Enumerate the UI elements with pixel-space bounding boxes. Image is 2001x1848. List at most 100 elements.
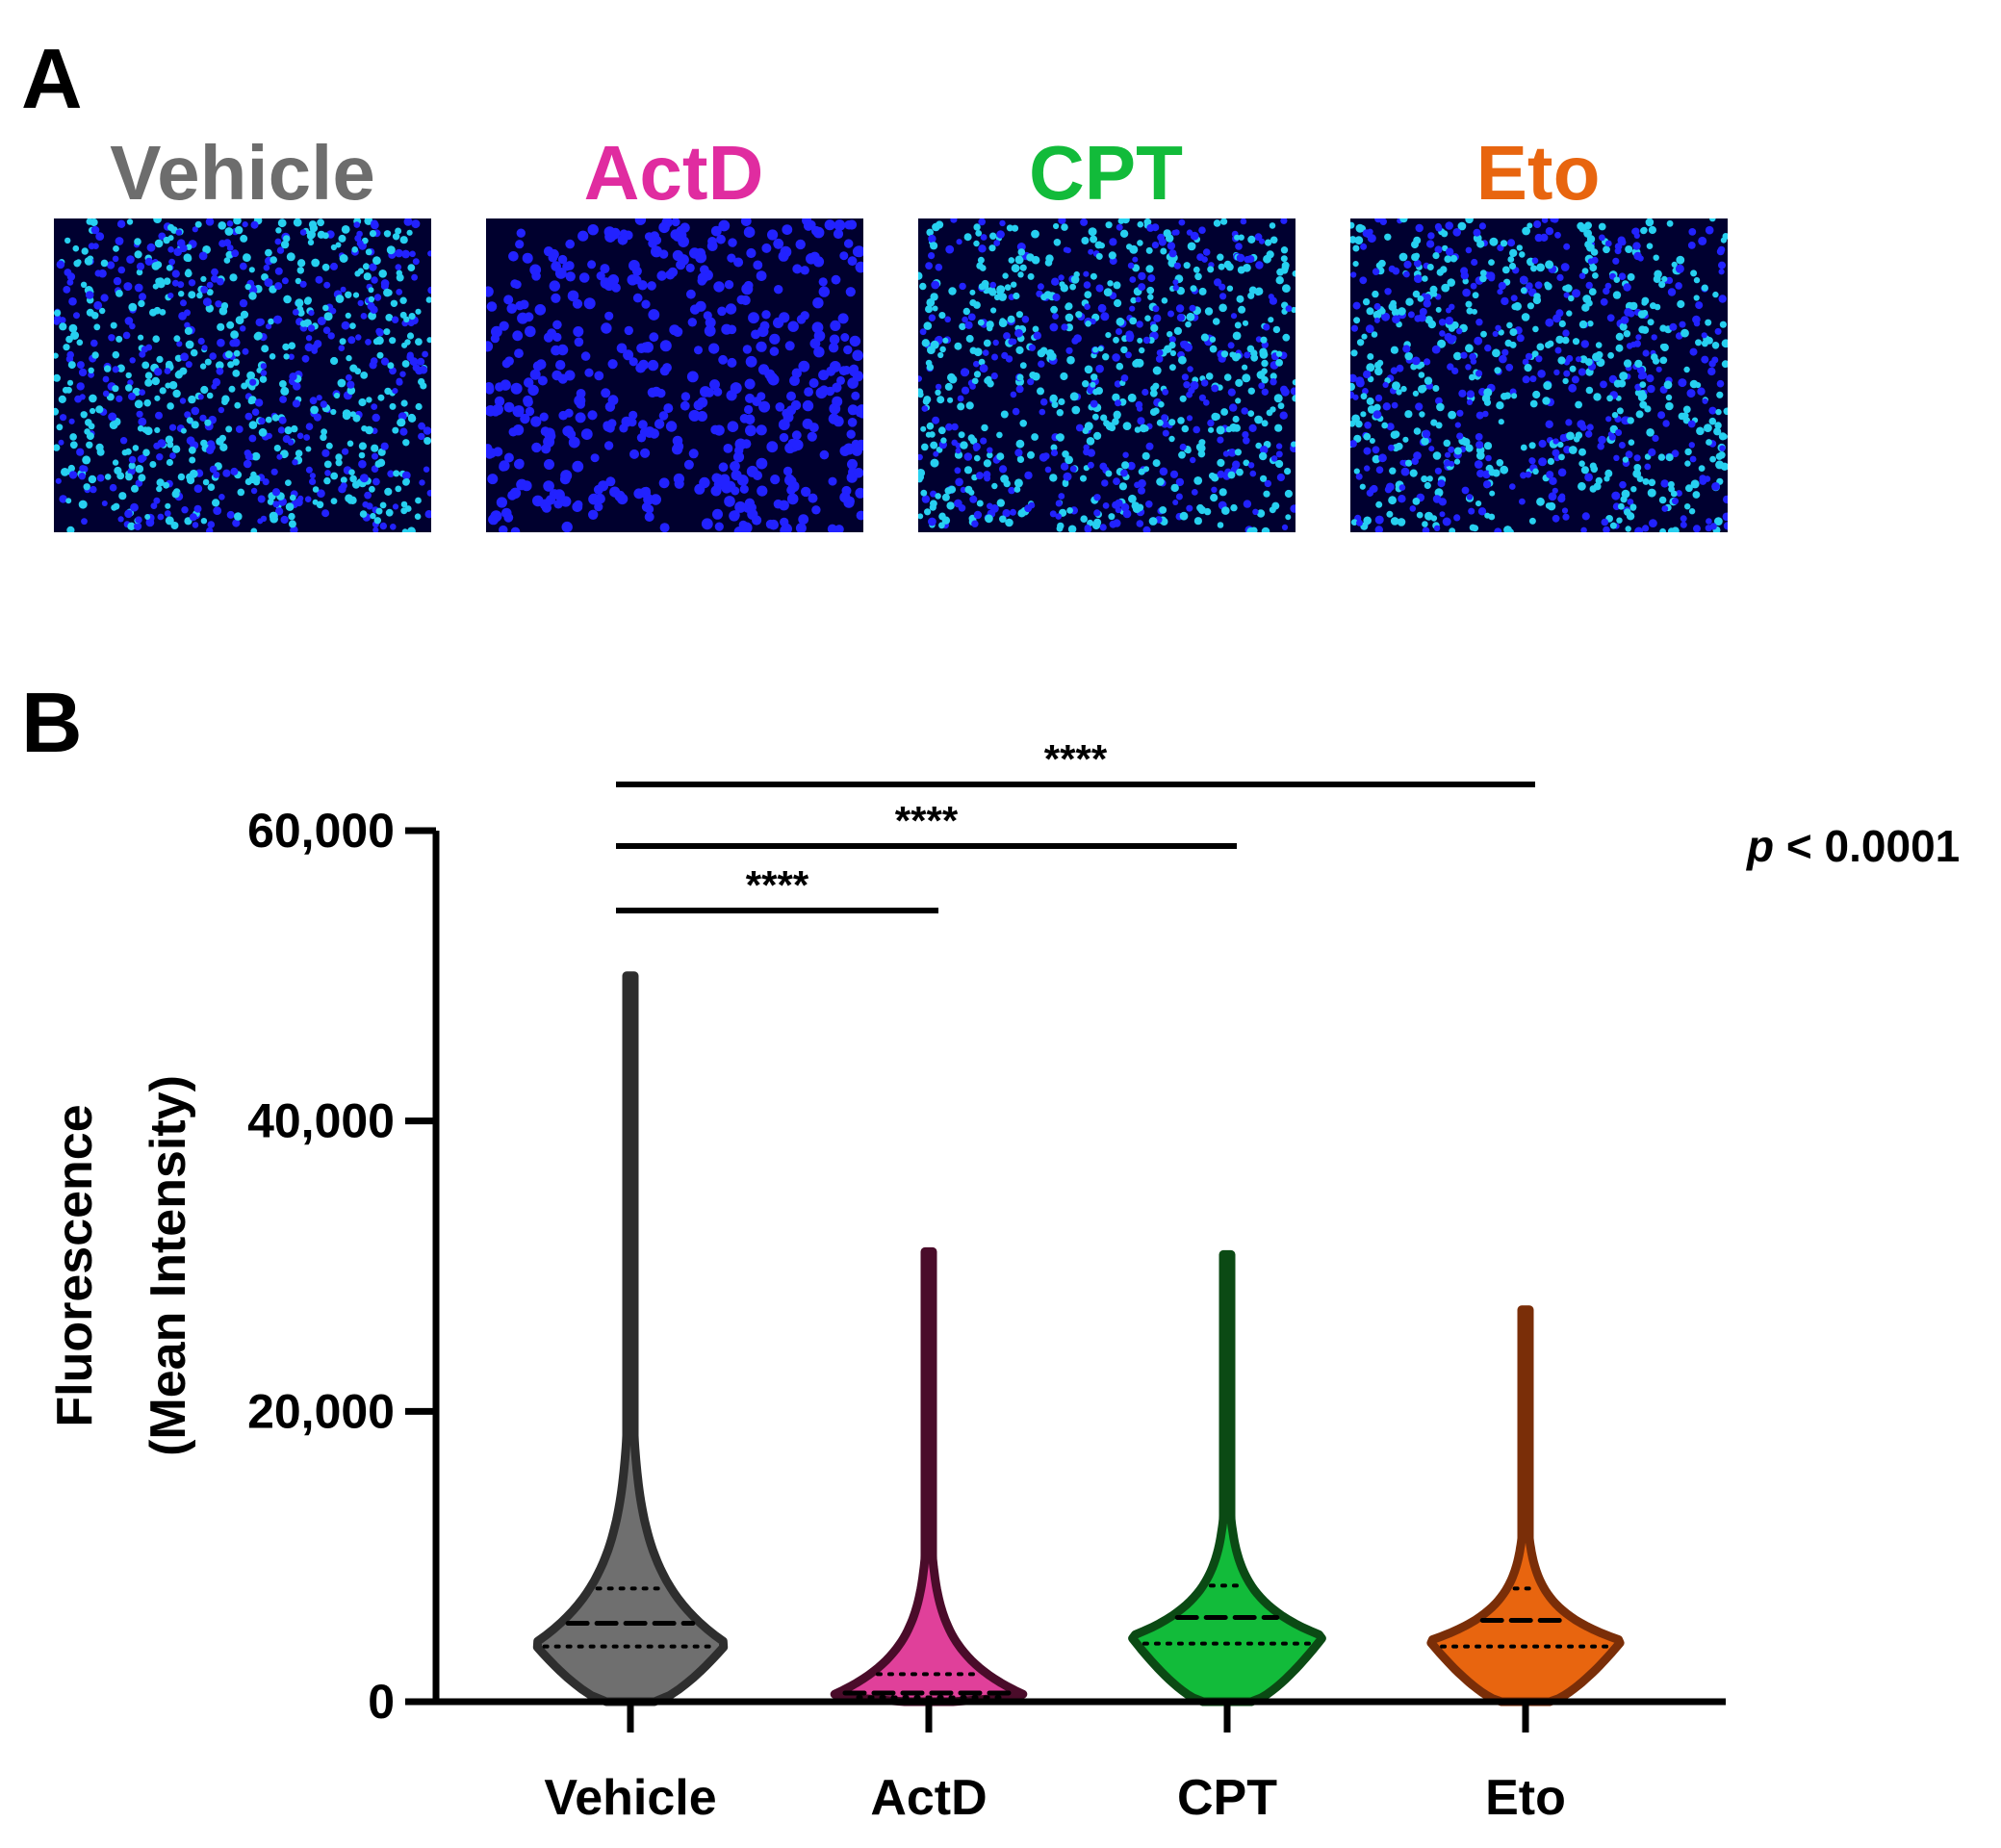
nucleus: [90, 225, 100, 235]
nucleus: [357, 299, 364, 307]
nucleus: [727, 357, 737, 368]
nucleus: [918, 469, 926, 477]
nucleus: [193, 504, 202, 513]
nucleus: [1221, 506, 1230, 515]
nucleus: [1364, 422, 1372, 429]
nucleus: [1561, 336, 1570, 345]
nucleus: [406, 351, 414, 359]
nucleus: [841, 366, 852, 375]
nucleus: [340, 482, 347, 490]
nucleus: [1065, 303, 1071, 311]
nucleus: [964, 321, 973, 329]
nucleus: [167, 235, 174, 242]
nucleus: [1615, 332, 1624, 341]
nucleus: [1362, 229, 1371, 238]
nucleus: [1120, 469, 1128, 477]
nucleus: [975, 230, 983, 237]
nucleus: [1381, 422, 1389, 429]
nucleus: [1396, 364, 1404, 372]
nucleus: [1560, 263, 1570, 271]
nucleus: [830, 320, 841, 331]
nucleus: [76, 448, 85, 456]
nucleus: [1220, 408, 1228, 416]
nucleus: [346, 380, 355, 389]
nucleus: [791, 368, 802, 378]
nucleus: [1589, 485, 1597, 493]
nucleus: [567, 290, 579, 302]
nucleus: [1350, 373, 1357, 383]
nucleus: [713, 387, 723, 397]
nucleus: [144, 378, 153, 387]
nucleus: [743, 226, 756, 238]
nucleus: [1183, 381, 1191, 389]
nucleus: [279, 380, 287, 388]
nucleus: [1167, 331, 1173, 338]
nucleus: [312, 499, 319, 505]
nucleus: [1142, 388, 1149, 397]
nucleus: [153, 306, 162, 315]
nucleus: [537, 375, 548, 386]
nucleus: [1616, 517, 1623, 524]
nucleus: [1285, 514, 1292, 521]
nucleus: [648, 239, 657, 248]
nucleus: [1100, 414, 1108, 422]
nucleus: [601, 388, 611, 398]
nucleus: [1006, 224, 1013, 232]
nucleus: [1477, 507, 1487, 516]
nucleus: [1529, 375, 1537, 383]
nucleus: [1465, 246, 1473, 254]
nucleus: [301, 354, 310, 363]
nucleus: [1651, 334, 1657, 341]
nucleus: [676, 260, 686, 270]
nucleus: [90, 218, 98, 227]
nucleus: [584, 368, 594, 377]
nucleus: [1627, 499, 1634, 505]
nucleus: [1120, 346, 1128, 354]
nucleus: [1505, 363, 1514, 372]
nucleus: [1149, 389, 1158, 398]
nucleus: [277, 426, 285, 434]
nucleus: [1129, 276, 1137, 283]
nucleus: [632, 293, 643, 303]
nucleus: [1693, 525, 1701, 532]
nucleus: [128, 462, 136, 470]
nucleus: [1498, 329, 1504, 336]
nucleus: [1268, 317, 1274, 323]
nucleus: [1080, 218, 1089, 226]
significance-group: ************: [616, 736, 1535, 913]
nucleus: [317, 317, 326, 325]
nucleus: [1095, 252, 1103, 260]
nucleus: [93, 323, 101, 331]
nucleus: [705, 317, 716, 328]
nucleus: [1647, 319, 1655, 326]
nucleus: [1352, 261, 1359, 268]
nucleus: [399, 371, 406, 377]
nucleus: [1280, 246, 1289, 254]
nucleus: [1418, 385, 1426, 394]
nucleus: [780, 517, 789, 527]
nucleus: [1625, 450, 1633, 459]
nucleus: [756, 457, 768, 470]
nucleus: [262, 478, 269, 486]
nucleus: [812, 226, 825, 239]
nucleus: [139, 389, 145, 396]
nucleus: [321, 509, 330, 518]
nucleus: [1157, 233, 1165, 242]
nucleus: [116, 219, 126, 228]
nucleus: [1168, 342, 1176, 349]
nucleus: [1719, 445, 1726, 451]
nucleus: [321, 428, 327, 436]
nucleus: [1718, 295, 1727, 303]
nucleus: [1658, 281, 1666, 289]
nucleus: [1134, 426, 1142, 433]
nucleus: [1578, 448, 1586, 456]
nucleus: [402, 439, 410, 447]
nucleus: [1017, 509, 1026, 518]
nucleus: [96, 474, 105, 482]
nucleus: [1445, 451, 1451, 458]
nucleus: [60, 414, 67, 422]
nucleus: [286, 252, 295, 262]
nucleus: [1109, 520, 1117, 528]
nucleus: [1553, 369, 1560, 376]
nucleus: [721, 482, 732, 494]
